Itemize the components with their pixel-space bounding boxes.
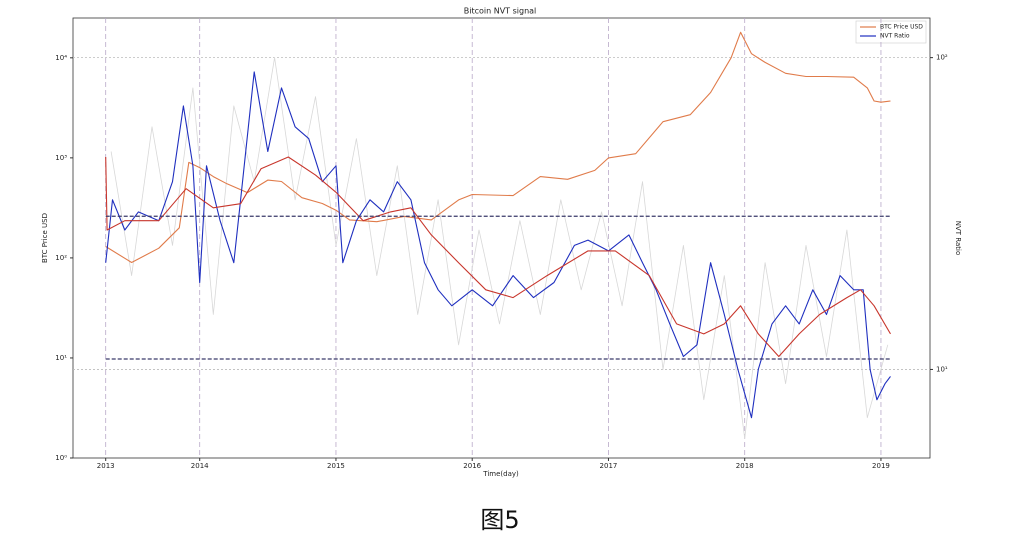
x-tick-label: 2016	[463, 462, 481, 470]
series-line	[105, 156, 891, 358]
y-tick-label: 10²	[55, 254, 67, 262]
plot-frame	[72, 17, 931, 459]
x-tick-label: 2015	[327, 462, 345, 470]
y-tick-label: 10⁴	[55, 54, 67, 62]
y2-tick-label: 10²	[936, 54, 948, 62]
y2-tick-label: 10¹	[936, 365, 948, 373]
y-tick-label: 10¹	[55, 354, 67, 362]
y2-axis-label: NVT Ratio	[954, 221, 962, 256]
legend-label: BTC Price USD	[880, 24, 923, 31]
x-axis-label: Time(day)	[482, 470, 519, 478]
x-tick-label: 2017	[600, 462, 618, 470]
x-tick-label: 2013	[97, 462, 115, 470]
series-line	[105, 31, 891, 264]
caption: 图5	[480, 506, 519, 534]
chart-title: Bitcoin NVT signal	[464, 7, 537, 16]
y-tick-label: 10³	[55, 154, 67, 162]
x-tick-label: 2014	[191, 462, 209, 470]
y-tick-label: 10⁰	[55, 454, 67, 462]
x-tick-label: 2019	[872, 462, 890, 470]
series-line	[105, 71, 891, 419]
y-axis-label: BTC Price USD	[41, 213, 49, 263]
x-tick-label: 2018	[736, 462, 754, 470]
legend-label: NVT Ratio	[880, 33, 910, 40]
series-line	[110, 57, 889, 439]
